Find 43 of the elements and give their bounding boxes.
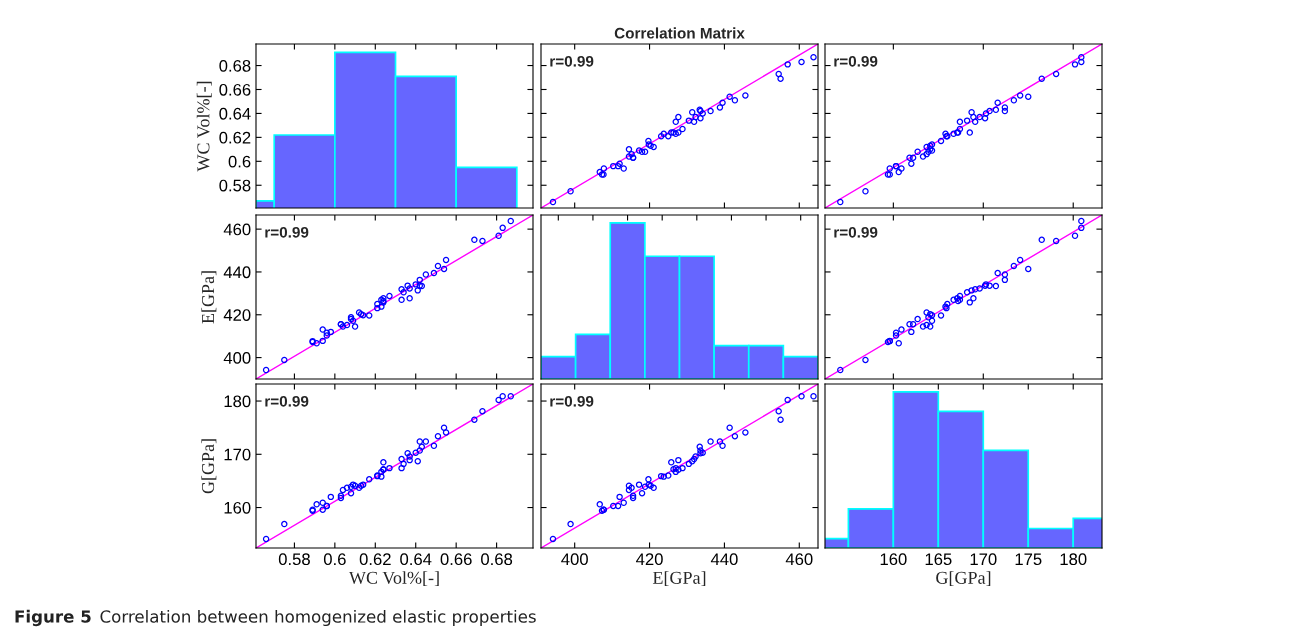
x-tick-label: 460 bbox=[785, 553, 813, 566]
x-tick-label: 0.66 bbox=[440, 553, 472, 566]
annotation: r=0.99 bbox=[550, 55, 594, 67]
y-tick-label: 440 bbox=[223, 266, 251, 279]
x-tick-label: 160 bbox=[880, 553, 907, 566]
y-tick-label: 180 bbox=[224, 395, 251, 408]
text: Correlation between homogenized elastic properties bbox=[100, 609, 536, 627]
x-axis-title: E[GPa] bbox=[652, 571, 706, 587]
annotation: r=0.99 bbox=[265, 395, 309, 407]
x-tick-label: 0.58 bbox=[278, 553, 310, 566]
annotation: r=0.99 bbox=[834, 226, 878, 238]
y-tick-label: 0.64 bbox=[219, 107, 251, 120]
y-tick-label: 0.58 bbox=[219, 179, 251, 192]
y-tick-label: 460 bbox=[223, 223, 251, 236]
annotation: r=0.99 bbox=[550, 395, 594, 407]
x-axis-title: G[GPa] bbox=[936, 571, 991, 587]
y-tick-label: 160 bbox=[224, 501, 251, 514]
annotation: r=0.99 bbox=[265, 226, 309, 238]
y-tick-label: 400 bbox=[223, 351, 251, 364]
y-tick-label: 170 bbox=[224, 448, 251, 461]
x-tick-label: 0.68 bbox=[481, 553, 513, 566]
y-tick-label: 0.6 bbox=[228, 155, 251, 168]
x-tick-label: 165 bbox=[925, 553, 952, 566]
x-tick-label: 175 bbox=[1015, 553, 1042, 566]
y-axis-title: WC Vol%[-] bbox=[196, 81, 212, 172]
x-tick-label: 170 bbox=[970, 553, 997, 566]
annotation: r=0.99 bbox=[834, 55, 878, 67]
y-tick-label: 0.68 bbox=[219, 59, 251, 72]
x-tick-label: 0.6 bbox=[323, 553, 346, 566]
x-tick-label: 440 bbox=[710, 553, 738, 566]
caption: Figure 5 bbox=[15, 609, 91, 627]
x-tick-label: 180 bbox=[1060, 553, 1087, 566]
y-axis-title: E[GPa] bbox=[201, 271, 217, 324]
y-axis-title: G[GPa] bbox=[201, 439, 217, 494]
x-tick-label: 0.62 bbox=[359, 553, 391, 566]
x-tick-label: 400 bbox=[561, 553, 588, 566]
x-tick-label: 0.64 bbox=[400, 553, 432, 566]
x-tick-label: 420 bbox=[636, 553, 663, 566]
y-tick-label: 0.66 bbox=[219, 83, 251, 96]
chart-title: Correlation Matrix bbox=[614, 27, 745, 39]
x-axis-title: WC Vol%[-] bbox=[348, 571, 439, 587]
y-tick-label: 420 bbox=[223, 309, 251, 321]
y-tick-label: 0.62 bbox=[219, 131, 251, 144]
